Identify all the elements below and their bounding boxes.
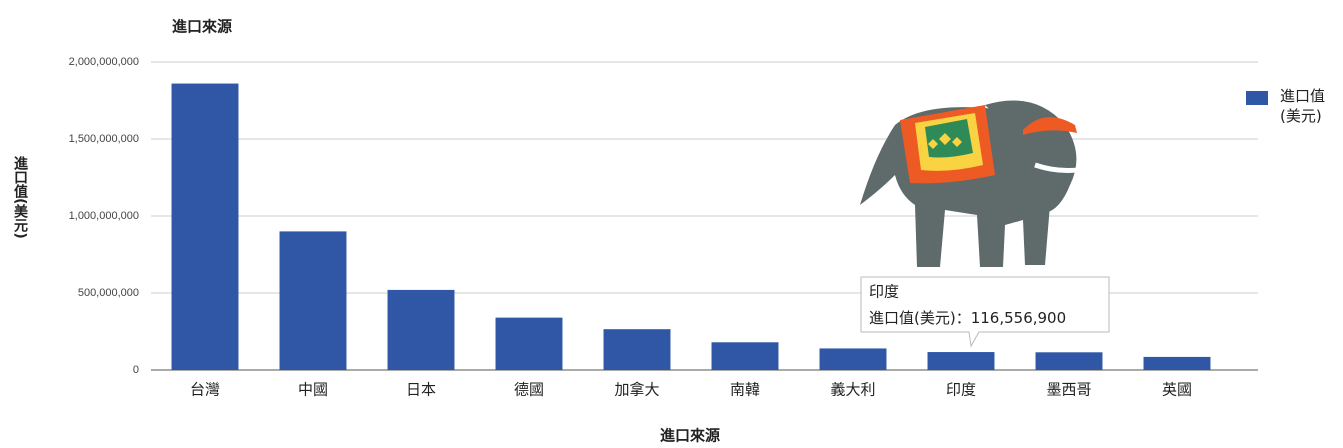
tooltip-line: 進口值(美元)：116,556,900 [869,309,1066,327]
x-tick-label: 加拿大 [614,381,659,399]
bar [495,317,563,370]
bar [819,348,887,370]
x-axis-title: 進口來源 [660,427,720,445]
x-tick-label: 印度 [946,381,976,399]
y-tick-label: 0 [133,364,139,376]
bar [171,83,239,370]
x-tick-label: 義大利 [830,381,875,399]
y-tick-label: 1,000,000,000 [69,210,139,222]
bar [603,329,671,370]
x-tick-label: 中國 [298,381,328,399]
x-tick-label: 英國 [1162,381,1192,399]
x-tick-label: 台灣 [190,381,220,399]
elephant-illustration [860,100,1094,267]
x-tick-label: 日本 [406,381,436,399]
legend-label: 進口值(美元) [1280,87,1326,125]
y-tick-label: 2,000,000,000 [69,56,139,68]
y-tick-label: 1,500,000,000 [69,133,139,145]
tooltip-label: 進口值(美元)： [869,309,971,327]
x-tick-label: 南韓 [730,381,760,399]
tooltip-box [860,276,1110,348]
bar [927,352,995,370]
bar [711,342,779,370]
y-tick-label: 500,000,000 [78,287,139,299]
legend-swatch [1246,91,1268,105]
bar [1035,352,1103,370]
bar [387,289,455,370]
tooltip-title: 印度 [869,283,899,301]
x-tick-label: 德國 [514,381,544,399]
y-axis-title: 進口值(美元) [12,156,28,239]
chart-title: 進口來源 [172,18,232,36]
bar [279,231,347,370]
bar [1143,356,1211,370]
tooltip-value: 116,556,900 [971,309,1066,327]
x-tick-label: 墨西哥 [1046,381,1091,399]
